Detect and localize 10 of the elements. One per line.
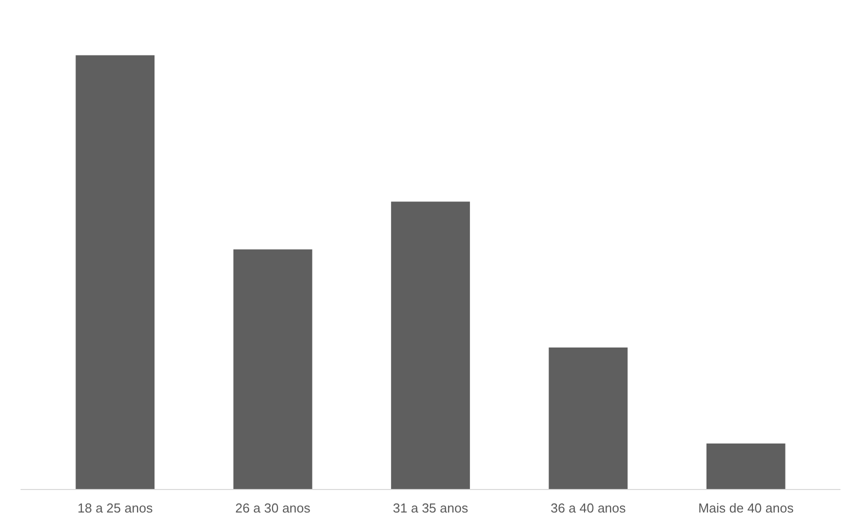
bar: [233, 249, 312, 490]
x-tick-label: 26 a 30 anos: [235, 500, 311, 516]
bar: [548, 347, 628, 490]
bar: [706, 443, 786, 490]
x-tick-label: 36 a 40 anos: [550, 500, 626, 516]
bar: [76, 55, 155, 490]
x-tick-label: Mais de 40 anos: [698, 500, 794, 516]
x-tick-label: 18 a 25 anos: [78, 500, 154, 516]
bar: [391, 202, 470, 490]
x-tick-label: 31 a 35 anos: [392, 500, 469, 516]
